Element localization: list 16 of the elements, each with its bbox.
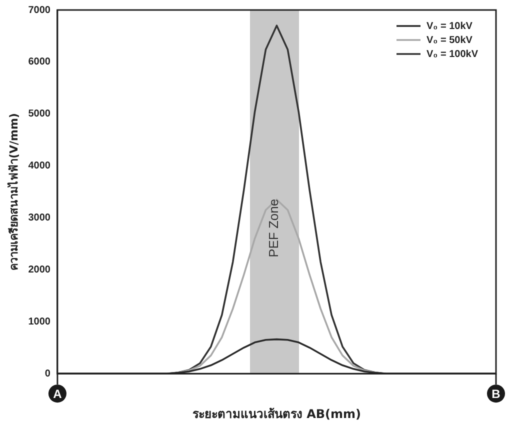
legend-label: V₀ = 10kV: [426, 20, 473, 32]
y-tick-label: 5000: [28, 108, 51, 120]
y-tick-label: 1000: [28, 316, 51, 328]
text: B: [492, 386, 501, 401]
legend-label: V₀ = 50kV: [426, 34, 473, 46]
y-axis-title: ความเครียดสนามไฟฟ้า(V/mm): [6, 113, 20, 271]
y-tick-label: 6000: [28, 56, 51, 68]
annotation: PEF Zone: [266, 198, 282, 258]
legend-label: V₀ = 100kV: [426, 48, 478, 60]
y-tick-label: 3000: [28, 212, 51, 224]
y-tick-label: 0: [44, 368, 51, 380]
text: A: [53, 386, 62, 401]
y-tick-label: 4000: [28, 160, 51, 172]
y-tick-label: 2000: [28, 264, 51, 276]
y-tick-label: 7000: [28, 4, 51, 16]
x-axis-title: ระยะตามแนวเส้นตรง AB(mm): [192, 406, 362, 421]
